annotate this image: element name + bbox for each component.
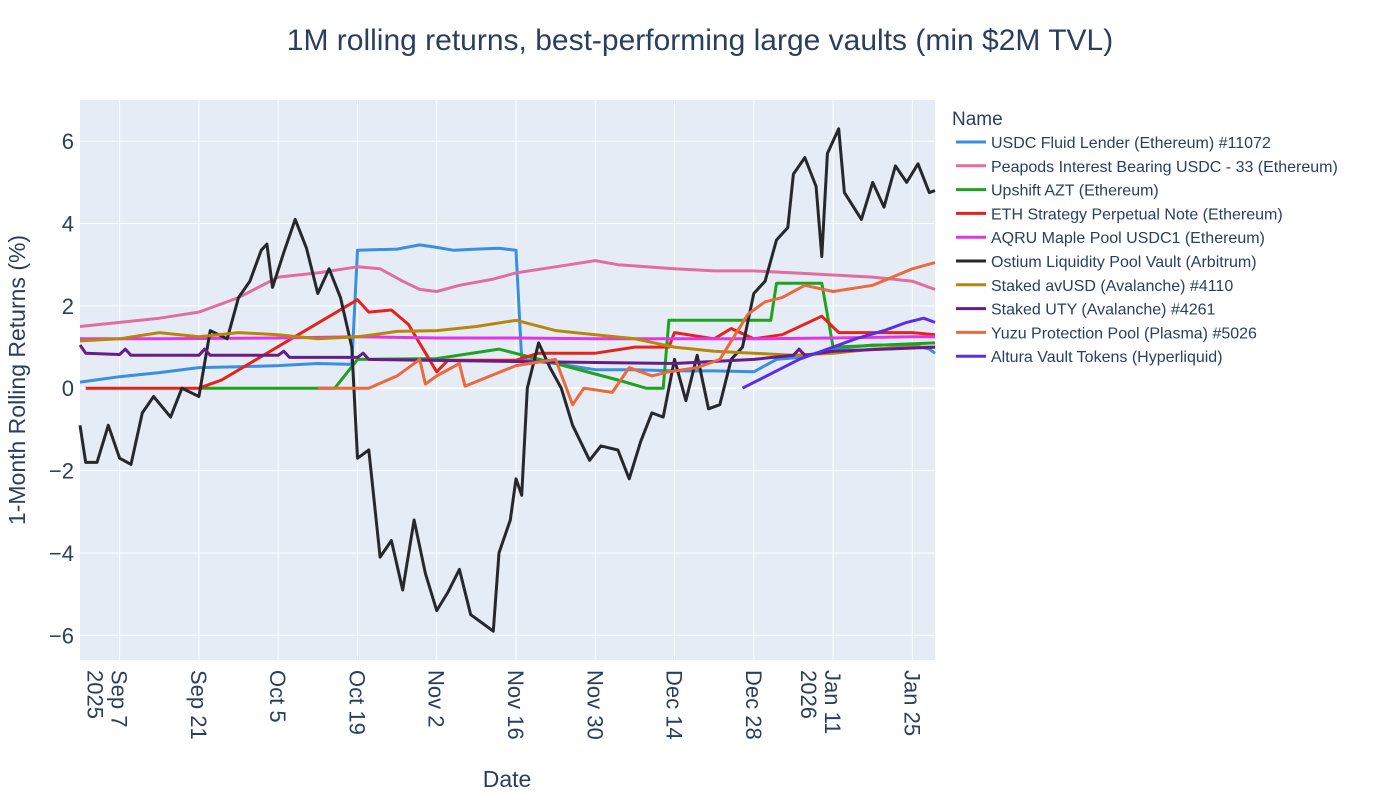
series-line bbox=[317, 261, 936, 407]
x-axis-title: Date bbox=[483, 766, 532, 792]
legend-title: Name bbox=[952, 109, 1003, 130]
series-line bbox=[79, 259, 936, 328]
y-tick-label: 2 bbox=[62, 294, 74, 319]
y-axis-title: 1-Month Rolling Returns (%) bbox=[4, 235, 30, 525]
legend-item-label[interactable]: ETH Strategy Perpetual Note (Ethereum) bbox=[991, 206, 1283, 223]
x-tick-label: Jan 11 bbox=[820, 670, 845, 734]
x-tick-label: Nov 2 bbox=[424, 670, 449, 727]
y-tick-label: 4 bbox=[62, 212, 74, 237]
x-tick-label: Oct 5 bbox=[265, 670, 290, 723]
y-tick-label: −6 bbox=[49, 623, 74, 648]
legend-item-label[interactable]: Peapods Interest Bearing USDC - 33 (Ethe… bbox=[991, 159, 1338, 176]
x-tick-year-label: 2026 bbox=[796, 670, 821, 719]
series-line bbox=[80, 335, 935, 341]
plot-area bbox=[80, 100, 935, 660]
legend-item-label[interactable]: USDC Fluid Lender (Ethereum) #11072 bbox=[991, 135, 1271, 152]
x-tick-label: Oct 19 bbox=[344, 670, 369, 735]
gridlines bbox=[80, 100, 935, 660]
x-tick-year-label: 2025 bbox=[83, 670, 108, 719]
legend-item-label[interactable]: Upshift AZT (Ethereum) bbox=[991, 183, 1159, 200]
series-line bbox=[78, 127, 936, 633]
legend-item-label[interactable]: Ostium Liquidity Pool Vault (Arbitrum) bbox=[991, 254, 1257, 271]
x-tick-label: Dec 14 bbox=[662, 670, 687, 740]
x-tick-label: Sep 7 bbox=[107, 670, 132, 728]
x-tick-label: Nov 30 bbox=[582, 670, 607, 740]
series-line bbox=[78, 344, 936, 365]
series-line bbox=[85, 298, 936, 390]
x-tick-label: Sep 21 bbox=[186, 670, 211, 740]
x-tick-label: Jan 25 bbox=[899, 670, 924, 736]
x-tick-label: Nov 16 bbox=[503, 670, 528, 740]
series-line bbox=[741, 316, 936, 390]
x-tick-label: Dec 28 bbox=[741, 670, 766, 740]
y-axis-ticks: −6 −4 −2 0 2 4 6 bbox=[49, 129, 74, 648]
legend-item-label[interactable]: Yuzu Protection Pool (Plasma) #5026 bbox=[991, 325, 1257, 342]
legend-item-label[interactable]: AQRU Maple Pool USDC1 (Ethereum) bbox=[991, 230, 1265, 247]
legend-item-label[interactable]: Staked avUSD (Avalanche) #4110 bbox=[991, 278, 1233, 295]
legend[interactable]: Name USDC Fluid Lender (Ethereum) #11072… bbox=[952, 109, 1338, 366]
y-tick-label: −2 bbox=[49, 459, 74, 484]
series-lines bbox=[78, 127, 936, 633]
chart-title: 1M rolling returns, best-performing larg… bbox=[287, 24, 1113, 57]
legend-item-label[interactable]: Altura Vault Tokens (Hyperliquid) bbox=[991, 349, 1223, 366]
y-tick-label: 0 bbox=[62, 376, 74, 401]
y-tick-label: −4 bbox=[49, 541, 74, 566]
y-tick-label: 6 bbox=[62, 129, 74, 154]
legend-item-label[interactable]: Staked UTY (Avalanche) #4261 bbox=[991, 302, 1216, 319]
